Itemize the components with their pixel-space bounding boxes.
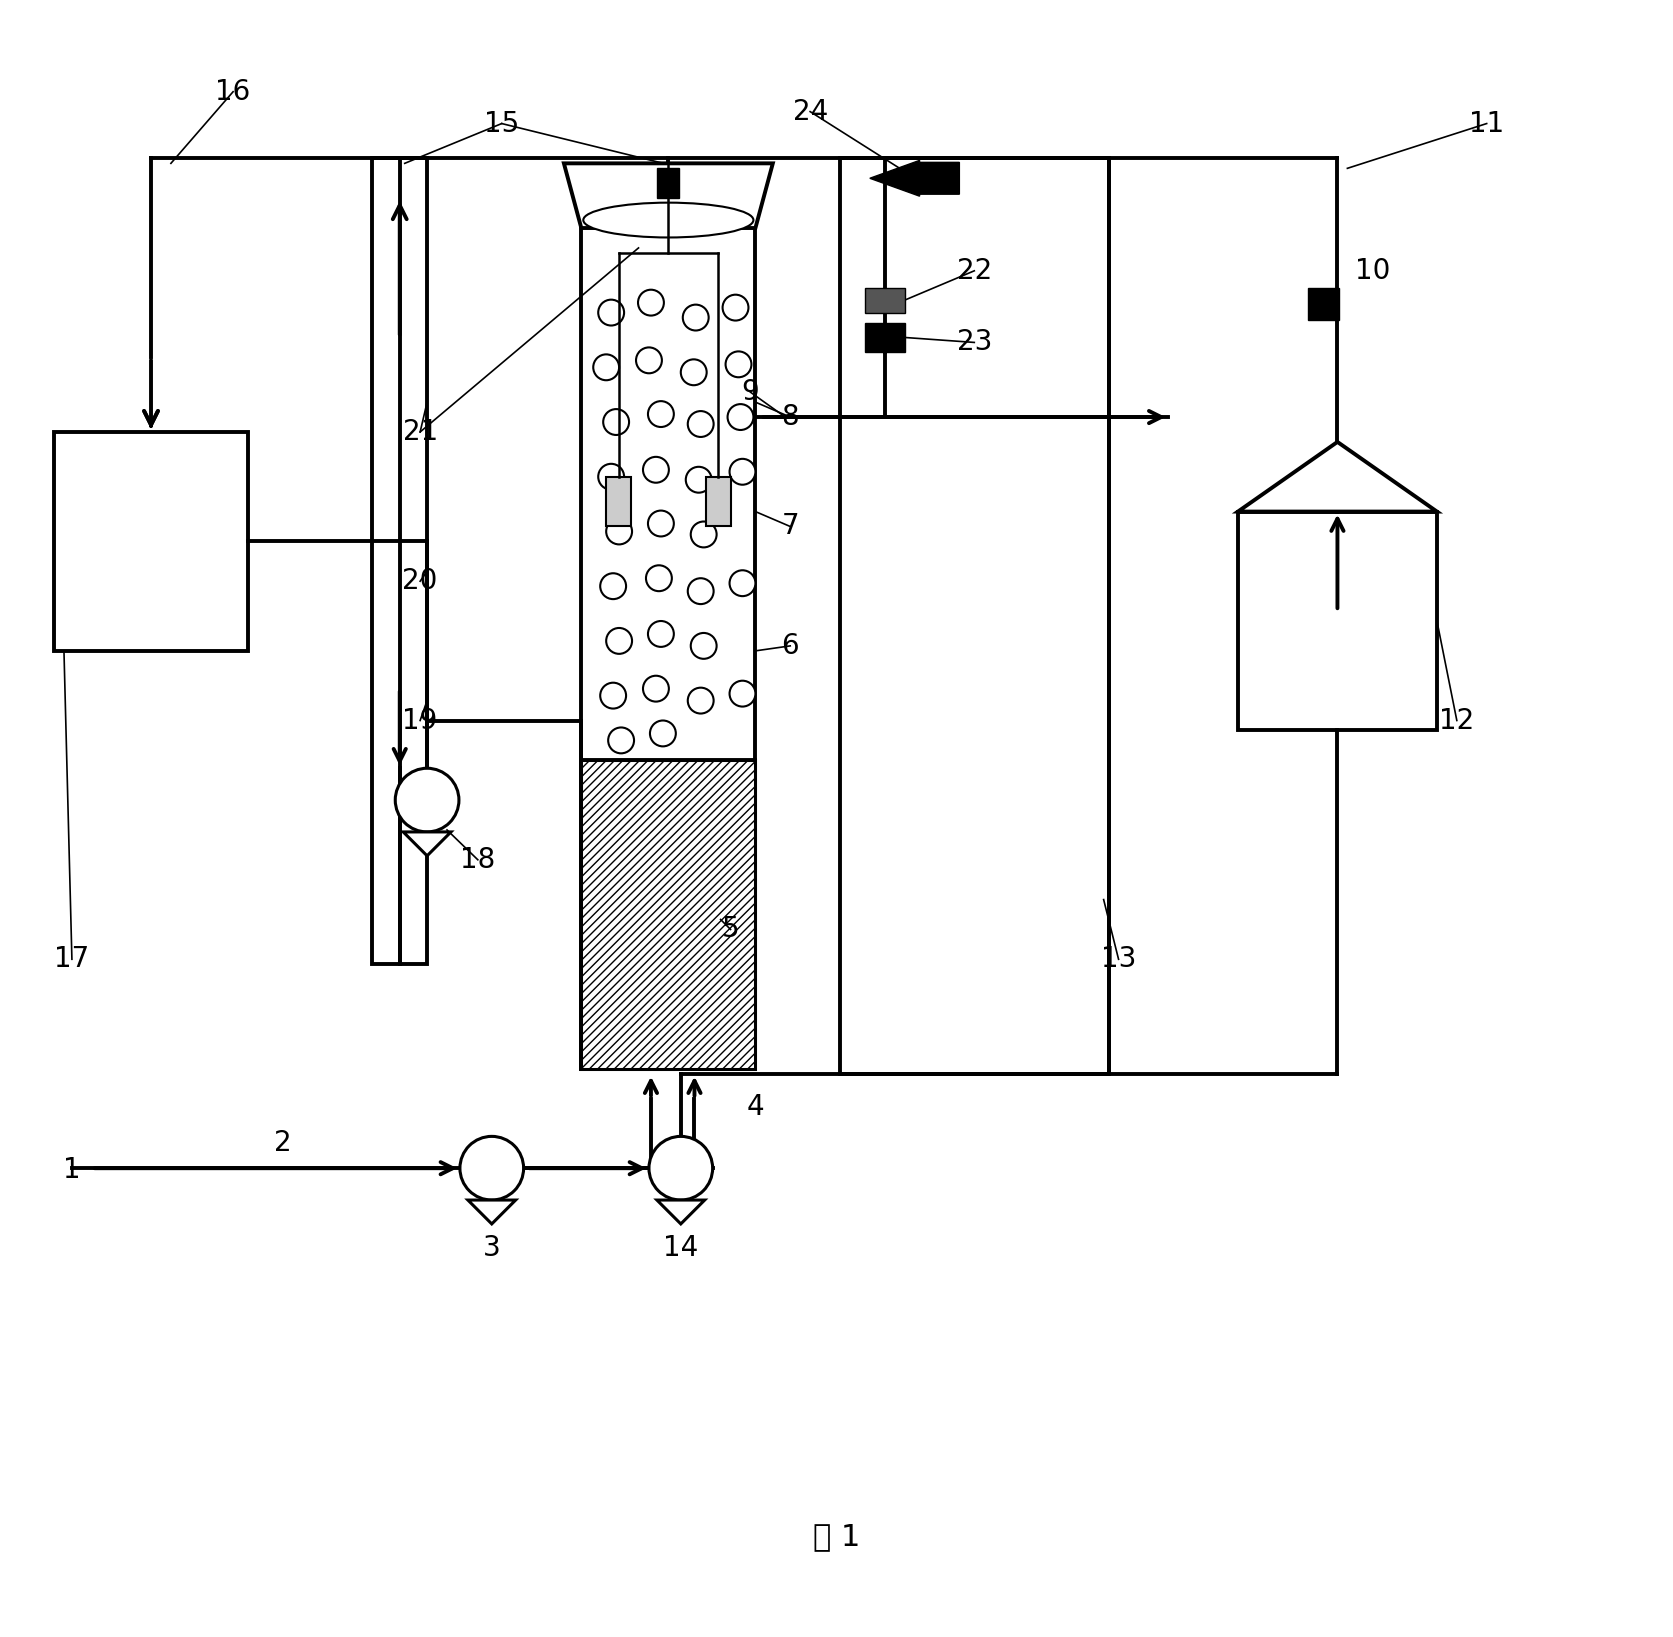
Text: 图 1: 图 1 <box>813 1522 860 1550</box>
Text: 11: 11 <box>1469 110 1504 138</box>
Bar <box>54 432 248 652</box>
Circle shape <box>647 620 674 647</box>
Text: 3: 3 <box>482 1234 500 1262</box>
Circle shape <box>683 304 708 331</box>
Bar <box>865 322 903 352</box>
Circle shape <box>601 573 626 599</box>
Text: 1: 1 <box>64 1156 80 1184</box>
Polygon shape <box>1238 442 1435 512</box>
Text: 22: 22 <box>955 257 992 285</box>
Text: 16: 16 <box>216 77 251 106</box>
Text: 13: 13 <box>1101 945 1136 974</box>
Bar <box>840 159 1108 1074</box>
Circle shape <box>647 511 674 537</box>
Circle shape <box>688 411 713 437</box>
Circle shape <box>460 1136 524 1200</box>
Circle shape <box>723 295 748 321</box>
Text: 21: 21 <box>402 417 438 445</box>
Bar <box>581 223 755 1069</box>
Circle shape <box>649 720 676 746</box>
Circle shape <box>601 683 626 709</box>
Text: 23: 23 <box>955 329 992 357</box>
Bar <box>1307 288 1338 319</box>
Polygon shape <box>564 164 773 228</box>
Circle shape <box>728 404 753 431</box>
Text: 17: 17 <box>54 945 89 974</box>
Circle shape <box>636 347 661 373</box>
Text: 10: 10 <box>1353 257 1389 285</box>
Polygon shape <box>403 832 450 856</box>
Circle shape <box>642 457 669 483</box>
Text: 18: 18 <box>460 846 495 874</box>
Circle shape <box>606 629 632 653</box>
Circle shape <box>729 681 755 707</box>
Circle shape <box>729 570 755 596</box>
Circle shape <box>691 634 716 658</box>
Text: 19: 19 <box>402 707 438 735</box>
Circle shape <box>592 354 619 380</box>
Bar <box>1238 512 1435 730</box>
Text: 14: 14 <box>663 1234 698 1262</box>
Circle shape <box>729 458 755 485</box>
Bar <box>865 288 903 313</box>
Circle shape <box>642 676 669 702</box>
Text: 2: 2 <box>274 1130 291 1157</box>
Circle shape <box>637 290 664 316</box>
FancyArrow shape <box>870 160 959 196</box>
Text: 12: 12 <box>1439 707 1474 735</box>
Circle shape <box>607 727 634 753</box>
Text: 7: 7 <box>781 512 798 540</box>
Circle shape <box>646 565 671 591</box>
Text: 9: 9 <box>741 378 760 406</box>
Circle shape <box>606 519 632 545</box>
Circle shape <box>649 1136 713 1200</box>
Text: 4: 4 <box>746 1092 765 1120</box>
Text: 15: 15 <box>483 110 519 138</box>
Circle shape <box>688 688 713 714</box>
Bar <box>706 476 729 527</box>
Bar <box>581 760 755 1069</box>
Circle shape <box>647 401 674 427</box>
Text: 24: 24 <box>791 98 826 126</box>
Circle shape <box>724 352 751 377</box>
Text: 8: 8 <box>781 403 798 431</box>
Bar <box>371 159 427 964</box>
Polygon shape <box>656 1200 704 1224</box>
Circle shape <box>688 578 713 604</box>
Bar <box>606 476 631 527</box>
Circle shape <box>686 467 711 493</box>
Circle shape <box>681 360 706 385</box>
Text: 5: 5 <box>721 915 739 943</box>
Text: 20: 20 <box>402 566 438 596</box>
Ellipse shape <box>582 203 753 237</box>
Text: 6: 6 <box>781 632 798 660</box>
Circle shape <box>602 409 629 435</box>
Bar <box>657 169 679 198</box>
Circle shape <box>395 768 458 832</box>
Circle shape <box>597 463 624 489</box>
Polygon shape <box>468 1200 515 1224</box>
Circle shape <box>597 300 624 326</box>
Circle shape <box>691 522 716 547</box>
